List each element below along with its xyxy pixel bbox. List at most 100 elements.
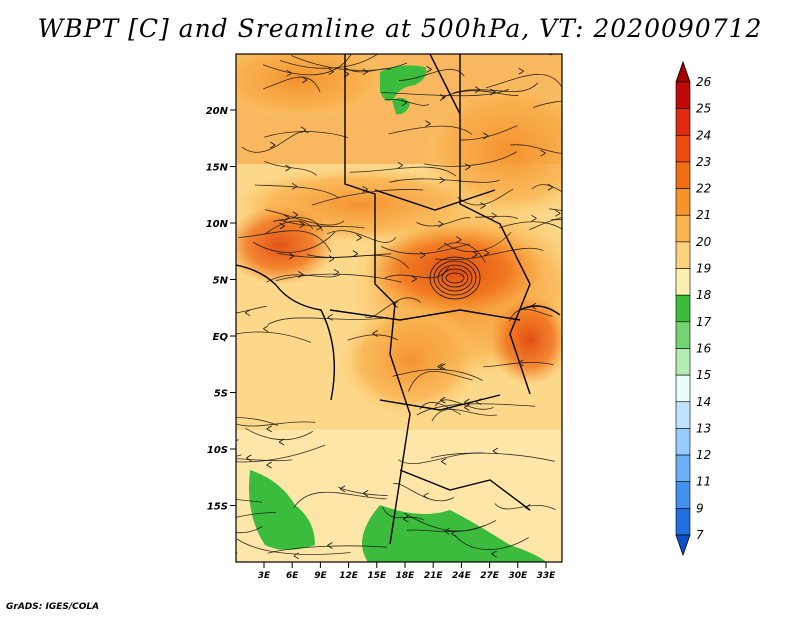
colorbar-label: 22 (696, 182, 711, 196)
streamline-vortex (429, 256, 481, 300)
streamline (236, 454, 242, 457)
streamline-arrow (220, 414, 225, 420)
streamline-arrow (246, 454, 252, 462)
streamline (404, 512, 485, 532)
streamline-arrow (472, 251, 478, 258)
streamline (275, 273, 402, 283)
streamline-arrow (440, 363, 446, 370)
streamline (459, 125, 518, 141)
streamline-arrow (425, 120, 431, 127)
colorbar-segment (675, 268, 691, 296)
streamline-arrow (423, 492, 429, 500)
streamline (236, 552, 238, 554)
streamline-arrow (439, 176, 445, 184)
colorbar-label: 21 (696, 208, 711, 222)
streamline (430, 452, 555, 462)
streamline-arrow (440, 458, 447, 465)
colorbar-label: 13 (696, 421, 711, 435)
streamline (236, 417, 279, 426)
streamline-arrow (328, 255, 335, 262)
colorbar-label: 26 (696, 75, 712, 89)
colorbar-label: 20 (696, 235, 712, 249)
streamline (265, 220, 314, 235)
streamline-arrow (438, 220, 444, 228)
lon-label: 18E (396, 571, 416, 581)
colorbar-top-arrow (675, 60, 691, 83)
streamline (494, 503, 556, 511)
streamline (279, 54, 378, 69)
streamline-arrow (437, 363, 443, 370)
streamline-arrow (555, 209, 561, 217)
streamline-arrow (199, 437, 204, 443)
streamline (408, 370, 473, 392)
colorbar-label: 9 (696, 501, 704, 515)
lon-label: 21E (424, 571, 444, 581)
lat-label: 20N (206, 106, 229, 117)
lon-label: 9E (314, 571, 327, 581)
chart-title: WBPT [C] and Sreamline at 500hPa, VT: 20… (37, 14, 763, 43)
streamline (267, 545, 388, 554)
streamline-arrow (480, 202, 486, 209)
streamline (254, 184, 340, 199)
lon-label: 6E (286, 571, 299, 581)
colorbar-segment (675, 108, 691, 136)
streamline (384, 98, 430, 106)
streamline (392, 369, 483, 381)
streamline-arrow (566, 96, 571, 102)
streamline-arrow (244, 309, 251, 317)
streamline-arrow (352, 250, 359, 257)
streamline-arrow (483, 249, 490, 257)
streamline (549, 208, 562, 211)
streamline (241, 131, 309, 153)
streamline (311, 189, 424, 206)
streamline-vortex (433, 260, 477, 296)
streamline-arrow (483, 132, 489, 140)
colorbar: 26 25 24 23 22 21 20 19 18 17 16 15 14 13 12 11 9 7 (675, 60, 712, 557)
streamline (245, 427, 314, 441)
streamline (416, 217, 471, 227)
streamline (380, 243, 470, 255)
streamline (252, 231, 336, 253)
lat-label: 15N (206, 163, 229, 174)
streamline (291, 55, 408, 71)
streamline (236, 421, 316, 427)
streamline (238, 230, 332, 253)
streamline (434, 399, 494, 410)
streamline-arrow (411, 275, 417, 283)
streamline (423, 151, 517, 167)
streamline (457, 188, 514, 206)
streamline-arrow (263, 325, 269, 333)
colorbar-label: 15 (696, 368, 711, 382)
streamline (452, 82, 539, 94)
colorbar-segment (675, 401, 691, 429)
streamline-arrow (293, 552, 300, 560)
streamline-arrow (286, 69, 292, 77)
streamline (349, 166, 457, 177)
streamline-arrow (547, 183, 554, 191)
colorbar-segment (675, 428, 691, 456)
streamline-arrow (279, 222, 285, 230)
streamline-arrow (456, 236, 462, 244)
colorbar-segment (675, 214, 691, 243)
streamline-arrow (195, 293, 200, 299)
streamline (532, 100, 562, 108)
streamline-arrow (420, 251, 426, 259)
colorbar-label: 12 (696, 448, 711, 462)
streamline (236, 331, 311, 343)
streamline-arrow (426, 66, 432, 73)
streamline-arrow (518, 67, 524, 75)
streamline-arrow (491, 212, 497, 220)
latitude-axis: 20N 15N 10N 5N EQ 5S 10S 15S (206, 106, 236, 513)
streamline (236, 305, 267, 314)
colorbar-label: 16 (696, 341, 712, 355)
colorbar-segment (675, 321, 691, 349)
streamline (278, 219, 365, 229)
lat-label: 10N (206, 219, 229, 230)
streamline (509, 308, 553, 322)
streamline-arrow (356, 234, 362, 241)
map-frame (235, 53, 563, 563)
footer-credit: GrADS: IGES/COLA (6, 602, 100, 612)
streamline-arrow (474, 86, 481, 94)
streamline-arrow (604, 214, 609, 220)
